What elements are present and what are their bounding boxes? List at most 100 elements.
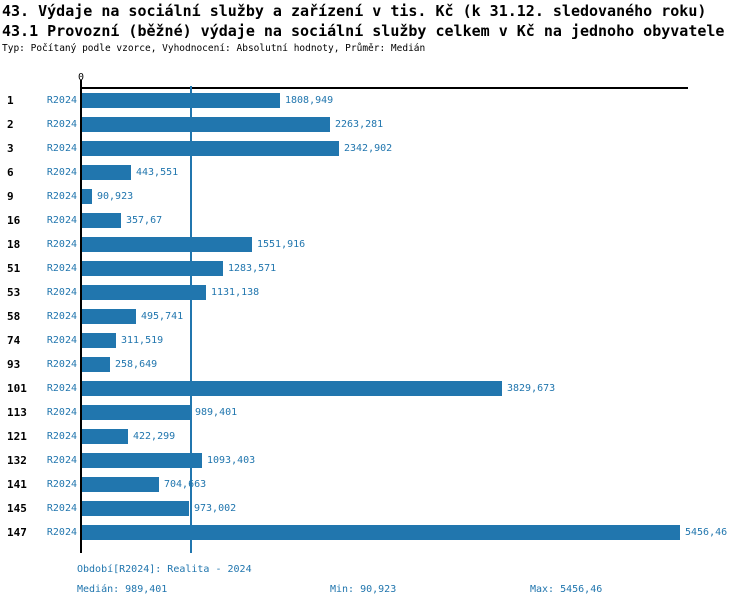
chart-subtitle: Typ: Počítaný podle vzorce, Vyhodnocení:… <box>2 43 426 54</box>
chart-row: 6 R2024 443,551 <box>0 165 750 180</box>
row-series-label: R2024 <box>46 143 77 154</box>
value-bar <box>82 285 206 300</box>
value-label: 357,67 <box>126 215 163 226</box>
value-label: 1808,949 <box>285 95 334 106</box>
row-series-label: R2024 <box>46 191 77 202</box>
period-legend: Období[R2024]: Realita - 2024 <box>77 564 252 575</box>
row-series-label: R2024 <box>46 479 77 490</box>
row-series-label: R2024 <box>46 263 77 274</box>
value-bar <box>82 93 280 108</box>
chart-row: 51 R2024 1283,571 <box>0 261 750 276</box>
value-label: 1551,916 <box>257 239 306 250</box>
row-series-label: R2024 <box>46 239 77 250</box>
row-series-label: R2024 <box>46 95 77 106</box>
value-bar <box>82 501 189 516</box>
chart-row: 101 R2024 3829,673 <box>0 381 750 396</box>
row-series-label: R2024 <box>46 311 77 322</box>
row-category-label: 93 <box>7 358 21 371</box>
chart-row: 74 R2024 311,519 <box>0 333 750 348</box>
value-label: 311,519 <box>121 335 164 346</box>
row-category-label: 9 <box>7 190 14 203</box>
chart-row: 58 R2024 495,741 <box>0 309 750 324</box>
value-bar <box>82 381 502 396</box>
chart-title-line1: 43. Výdaje na sociální služby a zařízení… <box>2 2 707 20</box>
value-label: 973,002 <box>194 503 237 514</box>
row-category-label: 147 <box>7 526 27 539</box>
value-bar <box>82 213 121 228</box>
value-bar <box>82 477 159 492</box>
value-label: 258,649 <box>115 359 158 370</box>
chart-row: 132 R2024 1093,403 <box>0 453 750 468</box>
row-category-label: 141 <box>7 478 27 491</box>
value-label: 5456,46 <box>685 527 728 538</box>
value-bar <box>82 141 339 156</box>
row-category-label: 132 <box>7 454 27 467</box>
row-category-label: 74 <box>7 334 21 347</box>
row-series-label: R2024 <box>46 167 77 178</box>
row-category-label: 58 <box>7 310 21 323</box>
value-bar <box>82 165 131 180</box>
value-bar <box>82 117 330 132</box>
chart-row: 93 R2024 258,649 <box>0 357 750 372</box>
chart-row: 9 R2024 90,923 <box>0 189 750 204</box>
value-label: 1283,571 <box>228 263 277 274</box>
row-category-label: 3 <box>7 142 14 155</box>
row-category-label: 16 <box>7 214 21 227</box>
value-label: 1131,138 <box>211 287 260 298</box>
value-bar <box>82 429 128 444</box>
chart-row: 16 R2024 357,67 <box>0 213 750 228</box>
row-category-label: 53 <box>7 286 21 299</box>
row-series-label: R2024 <box>46 527 77 538</box>
row-category-label: 145 <box>7 502 27 515</box>
value-label: 443,551 <box>136 167 179 178</box>
row-category-label: 1 <box>7 94 14 107</box>
chart-row: 113 R2024 989,401 <box>0 405 750 420</box>
median-reference-line <box>190 86 192 553</box>
row-series-label: R2024 <box>46 359 77 370</box>
row-category-label: 113 <box>7 406 27 419</box>
value-label: 1093,403 <box>207 455 256 466</box>
value-label: 989,401 <box>195 407 238 418</box>
row-category-label: 51 <box>7 262 21 275</box>
row-series-label: R2024 <box>46 503 77 514</box>
value-bar <box>82 357 110 372</box>
chart-row: 147 R2024 5456,46 <box>0 525 750 540</box>
chart-row: 145 R2024 973,002 <box>0 501 750 516</box>
row-series-label: R2024 <box>46 287 77 298</box>
row-category-label: 121 <box>7 430 27 443</box>
row-category-label: 18 <box>7 238 21 251</box>
value-label: 495,741 <box>141 311 184 322</box>
row-series-label: R2024 <box>46 335 77 346</box>
chart-row: 18 R2024 1551,916 <box>0 237 750 252</box>
value-label: 2342,902 <box>344 143 393 154</box>
value-bar <box>82 405 190 420</box>
value-label: 422,299 <box>133 431 176 442</box>
value-label: 90,923 <box>97 191 134 202</box>
row-series-label: R2024 <box>46 119 77 130</box>
value-bar <box>82 237 252 252</box>
value-bar <box>82 309 136 324</box>
row-category-label: 6 <box>7 166 14 179</box>
row-category-label: 2 <box>7 118 14 131</box>
chart-row: 121 R2024 422,299 <box>0 429 750 444</box>
chart-row: 141 R2024 704,663 <box>0 477 750 492</box>
chart-row: 3 R2024 2342,902 <box>0 141 750 156</box>
value-label: 2263,281 <box>335 119 384 130</box>
chart-title-line2: 43.1 Provozní (běžné) výdaje na sociální… <box>2 22 725 40</box>
value-bar <box>82 333 116 348</box>
row-category-label: 101 <box>7 382 27 395</box>
row-series-label: R2024 <box>46 431 77 442</box>
row-series-label: R2024 <box>46 455 77 466</box>
row-series-label: R2024 <box>46 407 77 418</box>
chart-row: 53 R2024 1131,138 <box>0 285 750 300</box>
max-stat: Max: 5456,46 <box>530 584 603 595</box>
value-bar <box>82 189 92 204</box>
value-bar <box>82 261 223 276</box>
median-stat: Medián: 989,401 <box>77 584 168 595</box>
value-bar <box>82 453 202 468</box>
min-stat: Min: 90,923 <box>330 584 397 595</box>
value-label: 704,663 <box>164 479 207 490</box>
value-label: 3829,673 <box>507 383 556 394</box>
x-axis-line <box>80 87 688 89</box>
x-axis-zero-tick-label: 0 <box>77 72 85 83</box>
